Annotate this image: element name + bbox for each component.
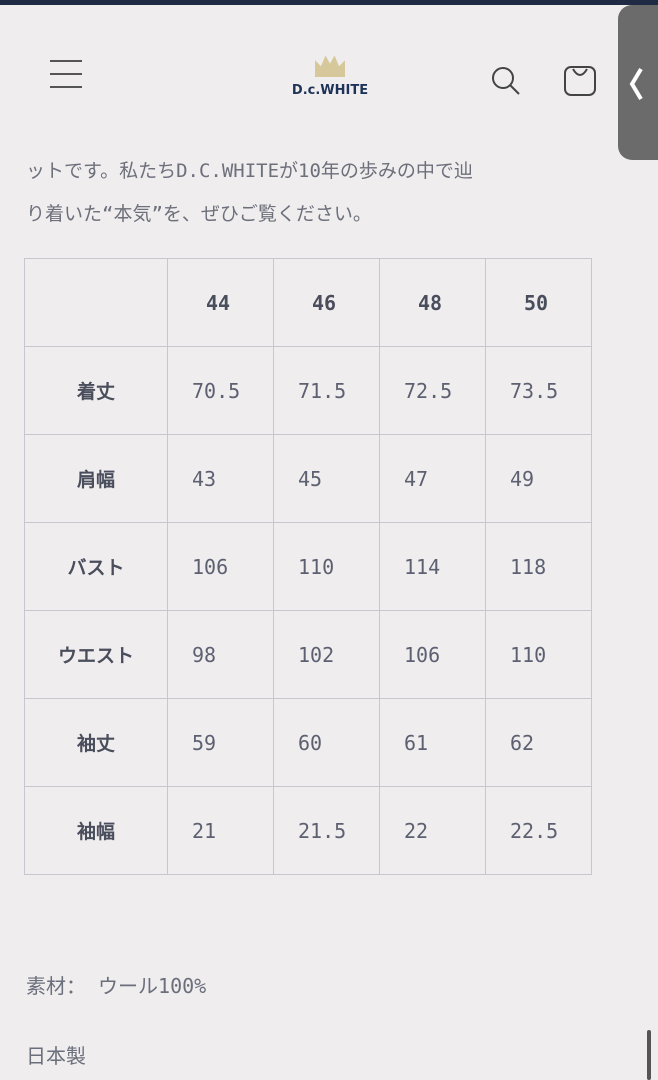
table-header-row: 44 46 48 50 — [24, 258, 592, 347]
table-row: 肩幅 43 45 47 49 — [24, 434, 592, 523]
table-row: 袖丈 59 60 61 62 — [24, 698, 592, 787]
cell: 60 — [273, 698, 380, 787]
cell: 98 — [167, 610, 274, 699]
table-row: ウエスト 98 102 106 110 — [24, 610, 592, 699]
cart-button[interactable] — [563, 65, 597, 101]
cell: 106 — [379, 610, 486, 699]
row-label: 肩幅 — [24, 434, 168, 523]
logo-text: D.c.WHITE — [291, 83, 369, 98]
header-cell: 50 — [485, 258, 592, 347]
row-label: ウエスト — [24, 610, 168, 699]
hamburger-icon — [50, 60, 82, 62]
cell: 61 — [379, 698, 486, 787]
cell: 102 — [273, 610, 380, 699]
hamburger-line — [50, 73, 82, 75]
description-line: り着いた“本気”を、ぜひご覧ください。 — [26, 203, 372, 225]
row-label: 袖幅 — [24, 786, 168, 875]
header-cell: 48 — [379, 258, 486, 347]
logo[interactable]: D.c.WHITE — [285, 53, 375, 98]
top-bar — [0, 0, 658, 5]
product-description: ットです。私たちD.C.WHITEが10年の歩みの中で辿 り着いた“本気”を、ぜ… — [26, 150, 636, 236]
table-row: 袖幅 21 21.5 22 22.5 — [24, 786, 592, 875]
ship-logo-icon — [315, 55, 345, 77]
cell: 45 — [273, 434, 380, 523]
cell: 118 — [485, 522, 592, 611]
cell: 110 — [273, 522, 380, 611]
cell: 43 — [167, 434, 274, 523]
search-icon — [492, 67, 520, 95]
cell: 114 — [379, 522, 486, 611]
row-label: バスト — [24, 522, 168, 611]
cell: 21 — [167, 786, 274, 875]
search-button[interactable] — [490, 65, 522, 101]
table-row: バスト 106 110 114 118 — [24, 522, 592, 611]
cell: 47 — [379, 434, 486, 523]
row-label: 着丈 — [24, 346, 168, 435]
cell: 22.5 — [485, 786, 592, 875]
row-label: 袖丈 — [24, 698, 168, 787]
site-header: D.c.WHITE — [0, 5, 658, 135]
cell: 70.5 — [167, 346, 274, 435]
scrollbar[interactable] — [647, 1030, 651, 1080]
size-table: 44 46 48 50 着丈 70.5 71.5 72.5 73.5 肩幅 43 45 47 4… — [24, 258, 592, 875]
header-cell — [24, 258, 168, 347]
description-line: ットです。私たちD.C.WHITEが10年の歩みの中で辿 — [26, 160, 473, 182]
cell: 72.5 — [379, 346, 486, 435]
hamburger-line — [50, 86, 82, 88]
origin-text: 日本製 — [26, 1044, 86, 1068]
menu-button[interactable] — [50, 60, 82, 94]
cart-bag-icon — [564, 66, 596, 96]
cell: 73.5 — [485, 346, 592, 435]
cell: 62 — [485, 698, 592, 787]
header-cell: 44 — [167, 258, 274, 347]
cell: 71.5 — [273, 346, 380, 435]
cell: 59 — [167, 698, 274, 787]
header-cell: 46 — [273, 258, 380, 347]
cell: 49 — [485, 434, 592, 523]
side-panel-toggle[interactable] — [618, 5, 658, 160]
cell: 22 — [379, 786, 486, 875]
table-row: 着丈 70.5 71.5 72.5 73.5 — [24, 346, 592, 435]
chevron-left-icon — [629, 67, 643, 101]
cell: 21.5 — [273, 786, 380, 875]
material-text: 素材： ウール100% — [26, 974, 207, 998]
cell: 110 — [485, 610, 592, 699]
cell: 106 — [167, 522, 274, 611]
